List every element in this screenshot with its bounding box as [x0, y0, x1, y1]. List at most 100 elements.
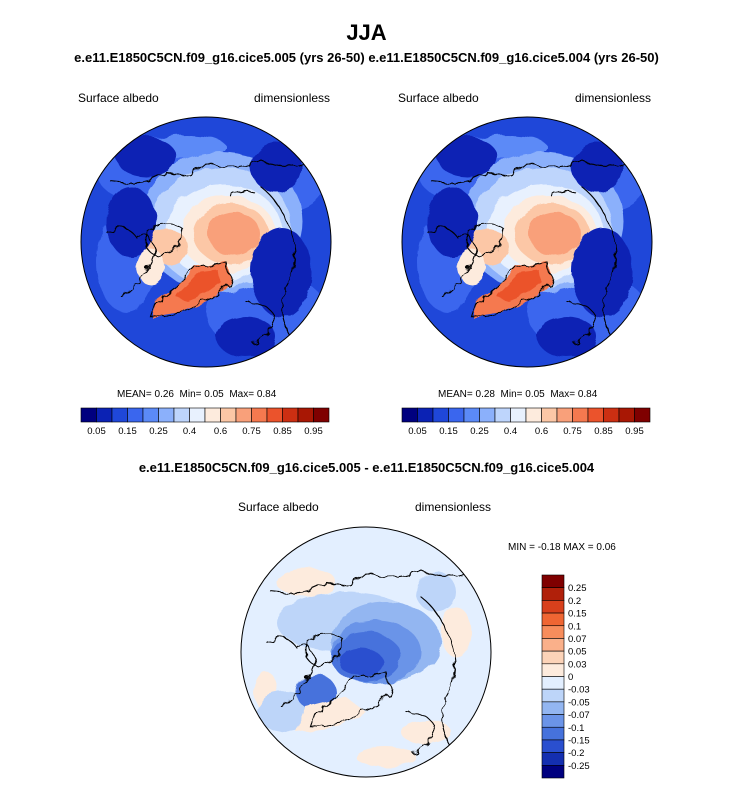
panel2-colorbar-tick-label: 0.75: [563, 426, 582, 437]
right-case-title: e.e11.E1850C5CN.f09_g16.cice5.004 (yrs 2…: [368, 50, 659, 65]
panel3-colorbar-tick-label: -0.25: [568, 761, 590, 772]
panel2-colorbar-tick-label: 0.25: [470, 426, 489, 437]
panel3-colorbar-box: [541, 752, 565, 766]
top-header: e.e11.E1850C5CN.f09_g16.cice5.005 (yrs 2…: [0, 50, 733, 65]
panel2-colorbar-box: [401, 407, 418, 423]
panel1-colorbar-box: [204, 407, 221, 423]
panel1-polar-map: [81, 117, 331, 367]
panel3-colorbar-tick-label: -0.15: [568, 735, 590, 746]
panel2-colorbar-box: [463, 407, 480, 423]
panel1-colorbar-box: [96, 407, 113, 423]
panel1-max: 0.84: [256, 389, 277, 400]
panel3-colorbar-tick-label: 0.25: [568, 583, 587, 594]
panel2-colorbar-box: [634, 407, 651, 423]
panel3-polar-map: [241, 527, 491, 777]
panel3-colorbar-box: [541, 714, 565, 728]
panel1-colorbar-tick-label: 0.4: [183, 426, 196, 437]
panel1-units-label: dimensionless: [254, 91, 331, 105]
panel2-colorbar-box: [525, 407, 542, 423]
panel3-colorbar-box: [541, 638, 565, 652]
panel1-colorbar-box: [173, 407, 190, 423]
panel2-polar-map: [402, 117, 652, 367]
panel1-colorbar-tick-label: 0.25: [149, 426, 168, 437]
panel3-colorbar: 0.25 0.2 0.150.1 0.07 0.050.03 0 -0.03-0.05 -0.…: [541, 574, 590, 779]
panel2-colorbar-tick-label: 0.95: [625, 426, 644, 437]
panel1-colorbar-box: [220, 407, 237, 423]
panel2-colorbar-box: [587, 407, 604, 423]
panel2-colorbar-tick-label: 0.4: [504, 426, 517, 437]
panel1-colorbar-box: [189, 407, 206, 423]
panel1-colorbar-box: [282, 407, 299, 423]
panel3-colorbar-tick-label: -0.03: [568, 685, 590, 696]
panel3-colorbar-box: [541, 612, 565, 627]
panel3-units-label: dimensionless: [415, 500, 492, 514]
panel3-colorbar-box: [541, 701, 565, 715]
panel3-min: -0.18: [537, 542, 561, 553]
panel2-mean: 0.28: [475, 389, 495, 400]
panel2-colorbar-box: [541, 407, 558, 423]
panel3-colorbar-tick-label: 0.1: [568, 621, 581, 632]
panel2-colorbar-box: [572, 407, 589, 423]
panel3-colorbar-box: [541, 663, 565, 677]
panel2-colorbar-box: [556, 407, 573, 423]
panel3-colorbar-box: [541, 625, 565, 639]
panel2-colorbar-box: [417, 407, 434, 423]
panel3-colorbar-box: [541, 587, 565, 601]
panel1-colorbar-tick-label: 0.6: [214, 426, 227, 437]
panel3-colorbar-box: [541, 676, 565, 690]
panel1-colorbar-box: [142, 407, 159, 423]
panel3-colorbar-box: [541, 600, 565, 614]
difference-title: e.e11.E1850C5CN.f09_g16.cice5.005 - e.e1…: [138, 460, 595, 475]
panel1-colorbar-tick-label: 0.15: [118, 426, 137, 437]
panel2-colorbar-box: [448, 407, 465, 423]
panel3-colorbar-tick-label: 0.03: [568, 659, 587, 670]
panel1-colorbar-tick-label: 0.75: [242, 426, 261, 437]
panel1-colorbar-box: [297, 407, 314, 423]
panel3-colorbar-tick-label: -0.07: [568, 710, 590, 721]
panel1-colorbar-box: [80, 407, 97, 423]
season-title: JJA: [346, 20, 387, 45]
panel1-colorbar-box: [251, 407, 268, 423]
panel1-colorbar-tick-label: 0.85: [273, 426, 292, 437]
panel2-colorbar-box: [494, 407, 511, 423]
panel3-colorbar-tick-label: 0.05: [568, 647, 587, 658]
panel2-colorbar-box: [432, 407, 449, 423]
panel1-colorbar-tick-label: 0.05: [87, 426, 106, 437]
panel3-colorbar-tick-label: 0.15: [568, 609, 587, 620]
panel3-stats: MIN = -0.18 MAX = 0.06: [508, 542, 616, 553]
panel1-variable-label: Surface albedo: [78, 91, 159, 105]
panel3-max: 0.06: [596, 542, 616, 553]
left-case-title: e.e11.E1850C5CN.f09_g16.cice5.005 (yrs 2…: [74, 50, 365, 65]
panel1-colorbar-box: [127, 407, 144, 423]
panel2-colorbar-box: [618, 407, 635, 423]
panel1-colorbar: 0.05 0.15 0.25 0.4 0.6 0.75 0.85 0.95: [80, 407, 330, 437]
panel1-stats: MEAN= 0.26 Min= 0.05 Max= 0.84: [117, 389, 277, 400]
panel1-colorbar-box: [313, 407, 330, 423]
panel1-colorbar-box: [266, 407, 283, 423]
panel2-colorbar-box: [510, 407, 527, 423]
panel2-variable-label: Surface albedo: [398, 91, 479, 105]
panel2-stats: MEAN= 0.28 Min= 0.05 Max= 0.84: [438, 389, 598, 400]
panel3-colorbar-box: [541, 574, 565, 588]
panel2-colorbar: 0.05 0.15 0.25 0.4 0.6 0.75 0.85 0.95: [401, 407, 651, 437]
panel2-colorbar-box: [479, 407, 496, 423]
panel1-mean: 0.26: [154, 389, 174, 400]
panel3-colorbar-box: [541, 739, 565, 753]
panel1-colorbar-box: [235, 407, 252, 423]
panel1-colorbar-box: [111, 407, 128, 423]
panel3-colorbar-tick-label: 0.07: [568, 634, 587, 645]
panel2-colorbar-tick-label: 0.05: [408, 426, 427, 437]
panel3-colorbar-tick-label: 0: [568, 672, 573, 683]
panel2-colorbar-box: [603, 407, 620, 423]
panel2-max: 0.84: [577, 389, 598, 400]
panel3-colorbar-box: [541, 726, 565, 741]
panel3-colorbar-box: [541, 765, 565, 779]
panel3-variable-label: Surface albedo: [238, 500, 319, 514]
panel3-colorbar-box: [541, 650, 565, 665]
panel2-colorbar-tick-label: 0.85: [594, 426, 613, 437]
panel1-colorbar-tick-label: 0.95: [304, 426, 323, 437]
panel3-colorbar-box: [541, 688, 565, 703]
panel3-colorbar-tick-label: -0.2: [568, 748, 584, 759]
panel3-colorbar-tick-label: -0.1: [568, 723, 584, 734]
